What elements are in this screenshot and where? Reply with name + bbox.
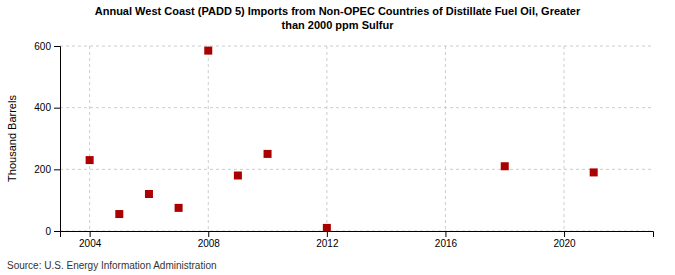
grid-line-x bbox=[326, 46, 327, 231]
y-tick-mark bbox=[54, 108, 60, 109]
y-tick-mark bbox=[54, 46, 60, 47]
x-tick: 2008 bbox=[198, 231, 221, 249]
x-axis-line bbox=[61, 232, 654, 238]
point bbox=[145, 190, 153, 198]
x-tick: 2004 bbox=[79, 231, 102, 249]
x-tick-label: 2008 bbox=[198, 238, 221, 249]
plot-area: 2004 2008 2012 2016 2020 0 200 400 600 Thousand B… bbox=[6, 41, 654, 249]
grid bbox=[60, 46, 653, 231]
title: Annual West Coast (PADD 5) Imports from … bbox=[95, 5, 581, 31]
x-tick: 2016 bbox=[435, 231, 458, 249]
x-tick-mark bbox=[90, 231, 91, 237]
x-tick-label: 2004 bbox=[79, 238, 102, 249]
title-line: Annual West Coast (PADD 5) Imports from … bbox=[95, 5, 581, 17]
y-tick-mark bbox=[54, 231, 60, 232]
y-tick-label: 0 bbox=[45, 226, 51, 237]
grid-line-x bbox=[564, 46, 565, 231]
x-axis: 2004 2008 2012 2016 2020 bbox=[61, 231, 654, 249]
x-tick-mark bbox=[445, 231, 446, 237]
title-line: than 2000 ppm Sulfur bbox=[282, 19, 395, 31]
y-axis: 0 200 400 600 bbox=[34, 41, 60, 237]
y-tick-label: 400 bbox=[34, 102, 51, 113]
x-tick-mark bbox=[208, 231, 209, 237]
grid-line-x bbox=[445, 46, 446, 231]
grid-line-y bbox=[60, 169, 653, 170]
x-tick-label: 2016 bbox=[435, 238, 458, 249]
point bbox=[86, 156, 94, 164]
point bbox=[234, 172, 242, 180]
source: Source: U.S. Energy Information Administ… bbox=[7, 260, 217, 271]
y-tick: 0 bbox=[45, 226, 60, 237]
x-tick-mark bbox=[327, 231, 328, 237]
point bbox=[501, 162, 509, 170]
point bbox=[115, 210, 123, 218]
chart-container: Annual West Coast (PADD 5) Imports from … bbox=[0, 0, 675, 275]
point bbox=[175, 204, 183, 212]
y-tick-label: 200 bbox=[34, 164, 51, 175]
chart-svg: Annual West Coast (PADD 5) Imports from … bbox=[0, 0, 675, 275]
point bbox=[590, 168, 598, 176]
point bbox=[204, 47, 212, 55]
points bbox=[86, 47, 598, 231]
y-tick: 200 bbox=[34, 164, 60, 175]
grid-line-y bbox=[60, 107, 653, 108]
x-tick-label: 2020 bbox=[553, 238, 576, 249]
point bbox=[323, 224, 331, 231]
x-tick-label: 2012 bbox=[316, 238, 339, 249]
grid-line-x bbox=[89, 46, 90, 231]
y-tick: 600 bbox=[34, 41, 60, 52]
y-tick-mark bbox=[54, 169, 60, 170]
y-tick: 400 bbox=[34, 102, 60, 113]
y-tick-label: 600 bbox=[34, 41, 51, 52]
y-axis-label: Thousand Barrels bbox=[6, 95, 18, 182]
x-tick: 2020 bbox=[553, 231, 576, 249]
x-tick: 2012 bbox=[316, 231, 339, 249]
x-tick-mark bbox=[564, 231, 565, 237]
y-axis-line bbox=[54, 47, 61, 232]
grid-line-x bbox=[208, 46, 209, 231]
point bbox=[264, 150, 272, 158]
grid-line-y bbox=[60, 46, 653, 47]
